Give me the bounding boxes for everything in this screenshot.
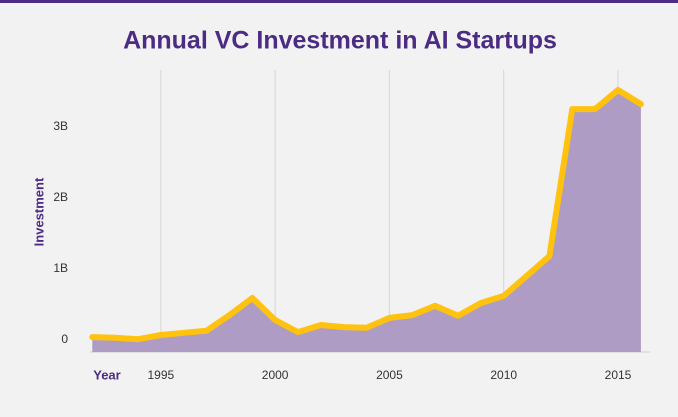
line [89, 86, 644, 343]
top-border [0, 0, 678, 3]
x-tick-label: 2005 [376, 368, 403, 382]
x-axis-label: Year [93, 367, 120, 382]
x-tick-label: 1995 [148, 368, 175, 382]
x-tick-label: 2000 [262, 368, 289, 382]
y-tick-label: 3B [53, 119, 68, 133]
x-tick-label: 2010 [490, 368, 517, 382]
chart-title: Annual VC Investment in AI Startups [123, 27, 557, 55]
area [92, 89, 641, 353]
y-tick-label: 2B [53, 190, 68, 204]
y-axis-label: Investment [31, 177, 46, 246]
y-tick-label: 0 [61, 332, 68, 346]
x-tick-label: 2015 [605, 368, 632, 382]
y-tick-label: 1B [53, 261, 68, 275]
